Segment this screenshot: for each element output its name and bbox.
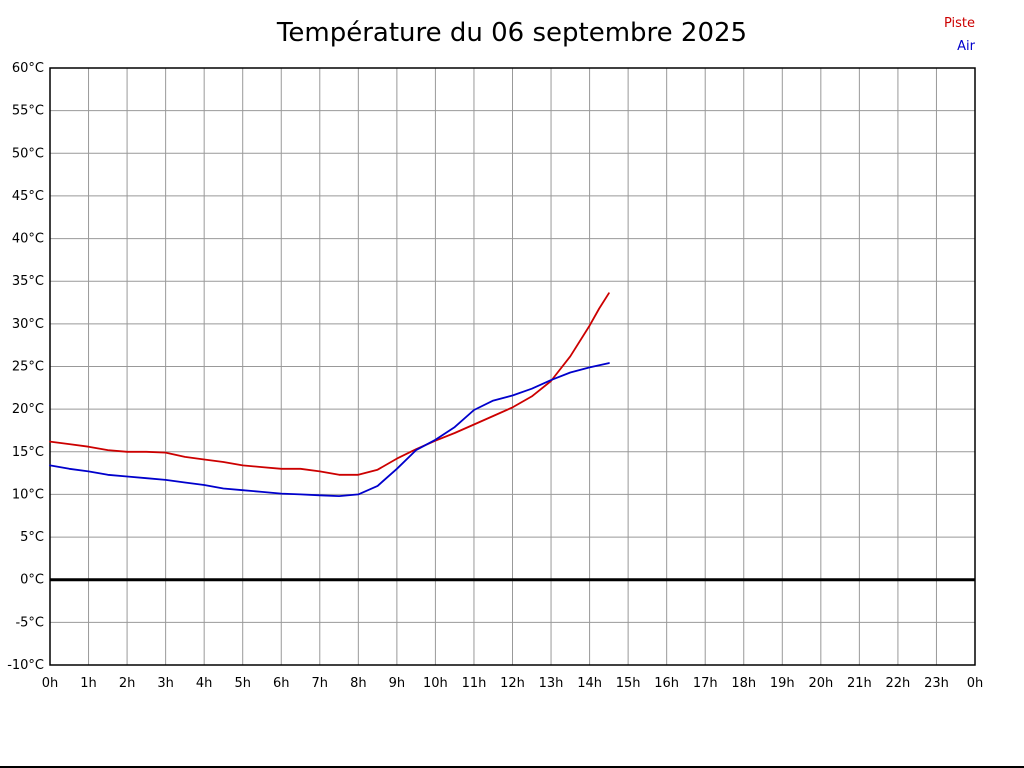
x-tick-label: 5h bbox=[234, 676, 251, 691]
x-tick-label: 3h bbox=[157, 676, 174, 691]
x-tick-label: 7h bbox=[312, 676, 329, 691]
x-tick-label: 4h bbox=[196, 676, 213, 691]
y-tick-label: -5°C bbox=[15, 615, 44, 630]
x-tick-label: 0h bbox=[967, 676, 984, 691]
y-tick-label: -10°C bbox=[7, 658, 44, 673]
y-tick-label: 50°C bbox=[12, 146, 44, 161]
y-tick-label: 55°C bbox=[12, 104, 44, 119]
x-tick-label: 14h bbox=[577, 676, 602, 691]
x-tick-label: 17h bbox=[693, 676, 718, 691]
plot-border bbox=[49, 67, 976, 666]
x-tick-label: 2h bbox=[119, 676, 136, 691]
legend-air: Air bbox=[957, 39, 975, 54]
y-tick-label: 0°C bbox=[20, 573, 44, 588]
legend: Piste Air bbox=[944, 12, 975, 58]
y-tick-label: 5°C bbox=[20, 530, 44, 545]
y-tick-label: 40°C bbox=[12, 232, 44, 247]
y-tick-label: 10°C bbox=[12, 487, 44, 502]
x-tick-label: 8h bbox=[350, 676, 367, 691]
x-tick-label: 1h bbox=[80, 676, 97, 691]
y-tick-label: 45°C bbox=[12, 189, 44, 204]
y-tick-label: 15°C bbox=[12, 445, 44, 460]
y-tick-label: 35°C bbox=[12, 274, 44, 289]
x-tick-label: 9h bbox=[389, 676, 406, 691]
x-tick-label: 6h bbox=[273, 676, 290, 691]
chart-title: Température du 06 septembre 2025 bbox=[276, 18, 748, 48]
x-tick-label: 21h bbox=[847, 676, 872, 691]
x-tick-label: 10h bbox=[423, 676, 448, 691]
y-tick-label: 20°C bbox=[12, 402, 44, 417]
x-tick-label: 11h bbox=[462, 676, 487, 691]
x-tick-label: 13h bbox=[539, 676, 564, 691]
y-tick-label: 30°C bbox=[12, 317, 44, 332]
series-line-air bbox=[49, 362, 610, 498]
x-tick-label: 22h bbox=[886, 676, 911, 691]
legend-piste: Piste bbox=[943, 16, 975, 31]
x-tick-label: 20h bbox=[808, 676, 833, 691]
x-tick-label: 16h bbox=[654, 676, 679, 691]
x-tick-label: 12h bbox=[500, 676, 525, 691]
x-tick-label: 23h bbox=[924, 676, 949, 691]
x-tick-label: 19h bbox=[770, 676, 795, 691]
x-tick-label: 0h bbox=[42, 676, 59, 691]
y-tick-label: 60°C bbox=[12, 61, 44, 76]
x-tick-label: 18h bbox=[731, 676, 756, 691]
series-line-piste bbox=[49, 292, 610, 476]
y-tick-label: 25°C bbox=[12, 360, 44, 375]
x-tick-label: 15h bbox=[616, 676, 641, 691]
bottom-border bbox=[0, 766, 1024, 768]
